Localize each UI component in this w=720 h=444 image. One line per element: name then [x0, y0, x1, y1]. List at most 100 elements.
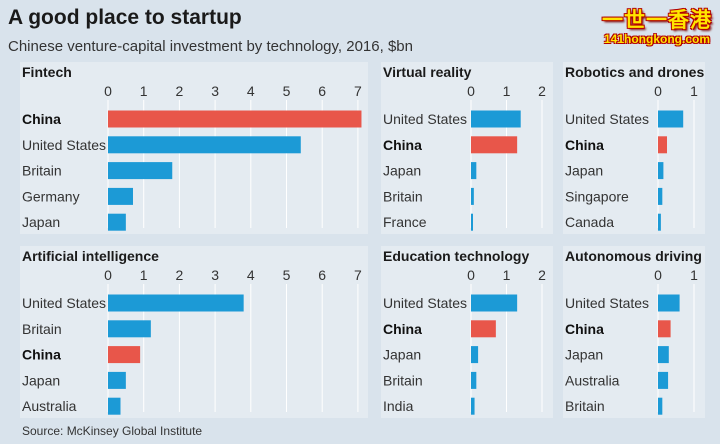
tick-label: 2 — [176, 267, 184, 283]
panel-fintech: Fintech 0 1 2 3 4 5 6 7 China United States Britain… — [20, 62, 368, 234]
panel-bg — [563, 246, 705, 418]
category-label: United States — [22, 295, 106, 311]
tick-label: 7 — [354, 83, 362, 99]
category-label: China — [565, 137, 604, 153]
bar-japan — [108, 371, 126, 389]
bar-japan — [658, 346, 669, 364]
category-label: Germany — [22, 188, 80, 204]
category-label: Britain — [383, 372, 423, 388]
category-label: United States — [565, 295, 649, 311]
tick-label: 2 — [538, 83, 546, 99]
category-label: United States — [565, 111, 649, 127]
bar-china — [471, 136, 518, 154]
category-label: Japan — [383, 163, 421, 179]
tick-label: 6 — [318, 267, 326, 283]
bar-united-states — [108, 294, 244, 312]
category-label: Australia — [565, 372, 620, 388]
panel-title: Artificial intelligence — [22, 248, 159, 264]
watermark-logo: 一世一香港 141hongkong.com — [602, 4, 712, 46]
category-label: Japan — [383, 347, 421, 363]
bar-japan — [658, 162, 664, 180]
tick-label: 4 — [247, 267, 255, 283]
tick-label: 3 — [211, 83, 219, 99]
category-label: Singapore — [565, 188, 629, 204]
tick-label: 1 — [140, 83, 148, 99]
tick-label: 2 — [538, 267, 546, 283]
tick-label: 1 — [503, 267, 511, 283]
tick-label: 0 — [467, 267, 475, 283]
tick-label: 0 — [467, 83, 475, 99]
tick-label: 0 — [654, 267, 662, 283]
bar-japan — [471, 162, 477, 180]
tick-label: 0 — [104, 83, 112, 99]
category-label: United States — [383, 295, 467, 311]
bar-united-states — [658, 294, 680, 312]
tick-label: 1 — [140, 267, 148, 283]
category-label: Britain — [565, 398, 605, 414]
bar-china — [108, 346, 141, 364]
bar-britain — [108, 320, 151, 338]
panel-title: Robotics and drones — [565, 64, 704, 80]
watermark-title: 一世一香港 — [602, 9, 712, 32]
source-note: Source: McKinsey Global Institute — [22, 424, 203, 438]
bar-japan — [471, 346, 479, 364]
category-label: United States — [22, 137, 106, 153]
tick-label: 1 — [503, 83, 511, 99]
bar-germany — [108, 187, 133, 205]
tick-label: 0 — [654, 83, 662, 99]
category-label: Britain — [383, 188, 423, 204]
category-label: China — [383, 137, 422, 153]
panel-bg — [563, 62, 705, 234]
category-label: Canada — [565, 214, 614, 230]
tick-label: 2 — [176, 83, 184, 99]
chart-subtitle: Chinese venture-capital investment by te… — [8, 38, 413, 55]
tick-label: 1 — [690, 267, 698, 283]
category-label: India — [383, 398, 414, 414]
panel-robotics-and-drones: Robotics and drones 0 1 United States China J… — [563, 62, 705, 234]
panel-title: Autonomous driving — [565, 248, 702, 264]
bar-britain — [471, 187, 474, 205]
bar-france — [471, 213, 473, 231]
category-label: Britain — [22, 163, 62, 179]
category-label: Britain — [22, 321, 62, 337]
tick-label: 3 — [211, 267, 219, 283]
bar-united-states — [108, 136, 301, 154]
bar-australia — [108, 397, 121, 415]
panel-autonomous-driving: Autonomous driving 0 1 United States China Ja… — [563, 246, 705, 418]
category-label: China — [22, 111, 61, 127]
tick-label: 5 — [283, 267, 291, 283]
panel-title: Fintech — [22, 64, 72, 80]
category-label: Japan — [22, 372, 60, 388]
category-label: Japan — [565, 347, 603, 363]
bar-china — [658, 136, 667, 154]
category-label: United States — [383, 111, 467, 127]
bar-china — [471, 320, 496, 338]
panel-title: Education technology — [383, 248, 529, 264]
bar-india — [471, 397, 475, 415]
tick-label: 7 — [354, 267, 362, 283]
category-label: Japan — [22, 214, 60, 230]
bar-australia — [658, 371, 669, 389]
bar-united-states — [471, 294, 518, 312]
category-label: China — [22, 347, 61, 363]
bar-britain — [471, 371, 477, 389]
panel-bg — [20, 246, 368, 418]
category-label: China — [383, 321, 422, 337]
tick-label: 4 — [247, 83, 255, 99]
bar-britain — [108, 162, 173, 180]
panel-bg — [381, 246, 553, 418]
category-label: France — [383, 214, 427, 230]
panel-artificial-intelligence: Artificial intelligence 0 1 2 3 4 5 6 7 United St… — [20, 246, 368, 418]
bar-united-states — [471, 110, 521, 128]
bar-china — [108, 110, 362, 128]
bar-china — [658, 320, 671, 338]
bar-japan — [108, 213, 126, 231]
category-label: China — [565, 321, 604, 337]
tick-label: 1 — [690, 83, 698, 99]
tick-label: 0 — [104, 267, 112, 283]
panel-virtual-reality: Virtual reality 0 1 2 United States China Japa… — [381, 62, 553, 234]
chart-title: A good place to startup — [8, 6, 242, 29]
panel-bg — [381, 62, 553, 234]
bar-canada — [658, 213, 661, 231]
